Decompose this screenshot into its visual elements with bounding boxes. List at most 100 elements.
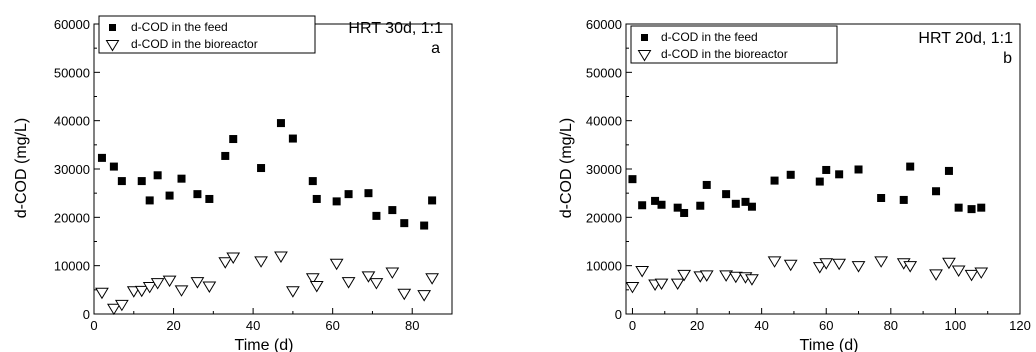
x-axis-title: Time (d): [800, 337, 859, 352]
bioreactor-point: [832, 258, 847, 271]
panel-label: b: [1003, 50, 1012, 67]
bioreactor-series: [95, 251, 439, 316]
y-tick-label: 0: [83, 307, 90, 322]
bioreactor-series: [625, 256, 989, 294]
bioreactor-point: [134, 285, 149, 298]
bioreactor-point: [341, 277, 356, 289]
y-tick-label: 50000: [586, 65, 622, 80]
legend-box: [630, 25, 838, 64]
legend-marker-bioreactor: [637, 50, 652, 62]
feed-point: [288, 134, 297, 143]
feed-point: [332, 197, 341, 206]
legend-label-feed: d-COD in the feed: [661, 30, 758, 44]
bioreactor-point: [812, 262, 827, 274]
x-tick-label: 40: [754, 318, 768, 333]
feed-point: [967, 205, 976, 214]
y-tick-label: 10000: [586, 259, 622, 274]
panel-label: a: [431, 40, 440, 57]
feed-series: [97, 119, 437, 230]
y-tick-labels: 0 10000 20000 30000 40000 50000 60000: [54, 17, 90, 322]
feed-point: [97, 153, 106, 162]
feed-point: [257, 164, 266, 173]
feed-point: [221, 151, 230, 160]
x-tick-label: 20: [690, 318, 704, 333]
bioreactor-point: [670, 278, 685, 291]
feed-point: [145, 196, 154, 205]
feed-point: [137, 177, 146, 186]
bioreactor-point: [942, 257, 956, 270]
bioreactor-point: [699, 270, 714, 282]
x-tick-label: 0: [629, 318, 636, 333]
x-tick-label: 60: [325, 318, 339, 333]
feed-point: [877, 194, 886, 202]
bioreactor-point: [417, 290, 432, 302]
feed-point: [954, 203, 963, 212]
feed-point: [109, 162, 118, 171]
bioreactor-point: [625, 281, 640, 294]
feed-point: [657, 200, 666, 209]
bioreactor-point: [767, 256, 782, 268]
bioreactor-point: [929, 269, 943, 281]
feed-point: [680, 208, 689, 217]
x-tick-label: 0: [90, 318, 97, 333]
bioreactor-point: [635, 266, 650, 278]
bioreactor-point: [218, 257, 233, 269]
panel-b: d-COD (mg/L) 0 10000 20000 30000 40000 50000 6…: [558, 17, 1031, 352]
bioreactor-point: [677, 269, 692, 282]
bioreactor-point: [974, 267, 989, 279]
legend-label-feed: d-COD in the feed: [131, 20, 228, 34]
condition-label: HRT 20d, 1:1: [918, 30, 1013, 47]
x-tick-label: 60: [819, 318, 833, 333]
feed-point: [722, 190, 731, 199]
bioreactor-point: [202, 281, 217, 293]
feed-point: [932, 187, 941, 196]
bioreactor-point: [654, 278, 669, 291]
legend-label-bioreactor: d-COD in the bioreactor: [131, 37, 258, 51]
bioreactor-point: [174, 285, 189, 297]
x-axis-title: Time (d): [235, 337, 294, 352]
feed-point: [741, 197, 750, 206]
y-tick-labels: 0 10000 20000 30000 40000 50000 60000: [586, 17, 622, 322]
x-tick-label: 40: [246, 318, 260, 333]
feed-point: [628, 175, 637, 184]
feed-point: [944, 166, 953, 175]
feed-point: [153, 171, 162, 180]
feed-point: [165, 191, 174, 200]
bioreactor-point: [150, 278, 165, 290]
y-tick-label: 60000: [586, 17, 622, 32]
feed-point: [702, 180, 711, 189]
bioreactor-point: [819, 258, 834, 270]
feed-point: [205, 194, 214, 203]
feed-point: [428, 196, 437, 205]
bioreactor-point: [874, 256, 889, 268]
bioreactor-point: [254, 256, 268, 268]
x-tick-label: 80: [405, 318, 419, 333]
bioreactor-point: [142, 281, 157, 294]
x-tick-label: 120: [1009, 318, 1031, 333]
condition-label: HRT 30d, 1:1: [348, 20, 443, 37]
feed-point: [117, 177, 126, 186]
bioreactor-point: [783, 259, 798, 272]
feed-point: [638, 201, 647, 210]
y-tick-label: 20000: [54, 210, 90, 225]
bioreactor-point: [425, 273, 439, 285]
feed-point: [651, 196, 660, 205]
legend: d-COD in the feed d-COD in the bioreacto…: [98, 15, 316, 54]
plot-frame: [625, 23, 1021, 315]
bioreactor-point: [274, 251, 288, 263]
bioreactor-point: [309, 280, 324, 293]
y-tick-label: 30000: [586, 162, 622, 177]
tick-marks: [93, 23, 413, 315]
feed-point: [747, 202, 756, 211]
bioreactor-point: [369, 278, 384, 290]
feed-point: [372, 211, 381, 220]
bioreactor-point: [361, 271, 376, 283]
bioreactor-point: [728, 271, 743, 284]
feed-point: [899, 195, 908, 204]
plot-frame: [93, 23, 453, 315]
feed-point: [770, 176, 779, 185]
feed-series: [628, 162, 986, 217]
legend-marker-bioreactor: [105, 40, 120, 52]
bioreactor-point: [107, 303, 121, 316]
feed-point: [420, 221, 429, 230]
